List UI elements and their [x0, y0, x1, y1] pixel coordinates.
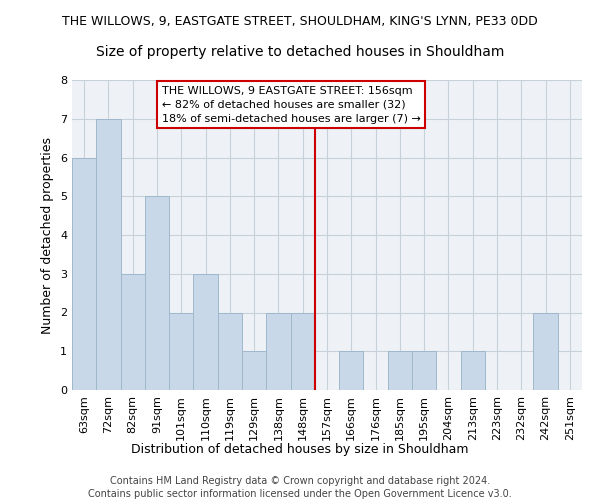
- Bar: [96, 118, 121, 390]
- Bar: [533, 312, 558, 390]
- Y-axis label: Number of detached properties: Number of detached properties: [41, 136, 55, 334]
- Bar: [218, 312, 242, 390]
- Bar: [461, 351, 485, 390]
- Bar: [266, 312, 290, 390]
- Text: Contains public sector information licensed under the Open Government Licence v3: Contains public sector information licen…: [88, 489, 512, 499]
- Text: Size of property relative to detached houses in Shouldham: Size of property relative to detached ho…: [96, 45, 504, 59]
- Bar: [412, 351, 436, 390]
- Bar: [121, 274, 145, 390]
- Text: Distribution of detached houses by size in Shouldham: Distribution of detached houses by size …: [131, 442, 469, 456]
- Bar: [339, 351, 364, 390]
- Text: THE WILLOWS, 9 EASTGATE STREET: 156sqm
← 82% of detached houses are smaller (32): THE WILLOWS, 9 EASTGATE STREET: 156sqm ←…: [162, 86, 421, 124]
- Bar: [193, 274, 218, 390]
- Bar: [169, 312, 193, 390]
- Text: Contains HM Land Registry data © Crown copyright and database right 2024.: Contains HM Land Registry data © Crown c…: [110, 476, 490, 486]
- Bar: [72, 158, 96, 390]
- Bar: [242, 351, 266, 390]
- Text: THE WILLOWS, 9, EASTGATE STREET, SHOULDHAM, KING'S LYNN, PE33 0DD: THE WILLOWS, 9, EASTGATE STREET, SHOULDH…: [62, 15, 538, 28]
- Bar: [290, 312, 315, 390]
- Bar: [388, 351, 412, 390]
- Bar: [145, 196, 169, 390]
